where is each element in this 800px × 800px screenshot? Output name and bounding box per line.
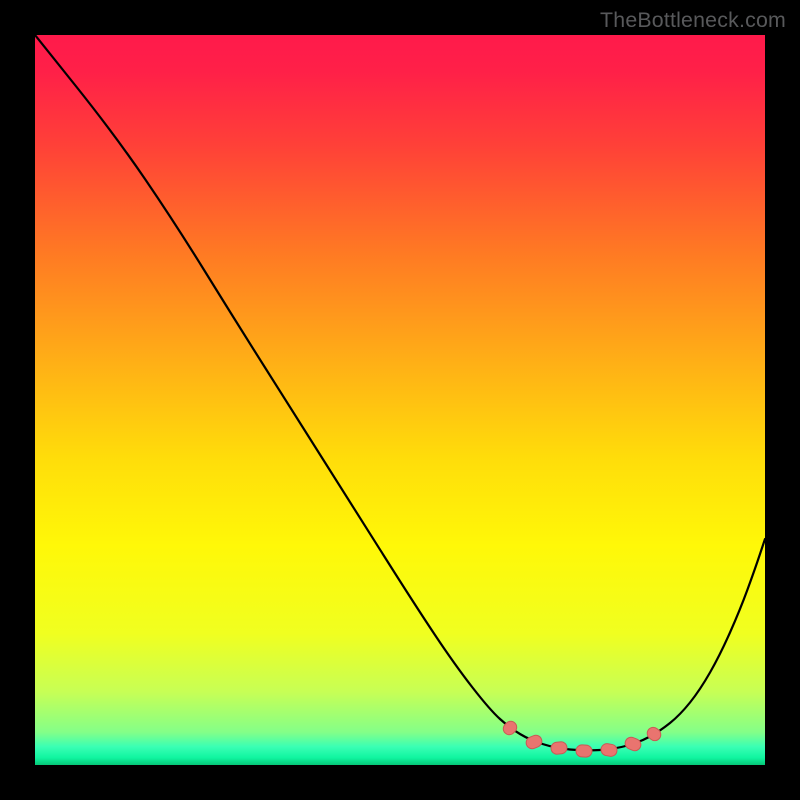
chart-frame: TheBottleneck.com xyxy=(0,0,800,800)
curve-marker xyxy=(576,745,592,758)
watermark-text: TheBottleneck.com xyxy=(600,8,786,33)
chart-background xyxy=(35,35,765,765)
chart-gradient-area xyxy=(35,35,765,765)
curve-marker xyxy=(550,741,567,755)
chart-svg xyxy=(35,35,765,765)
